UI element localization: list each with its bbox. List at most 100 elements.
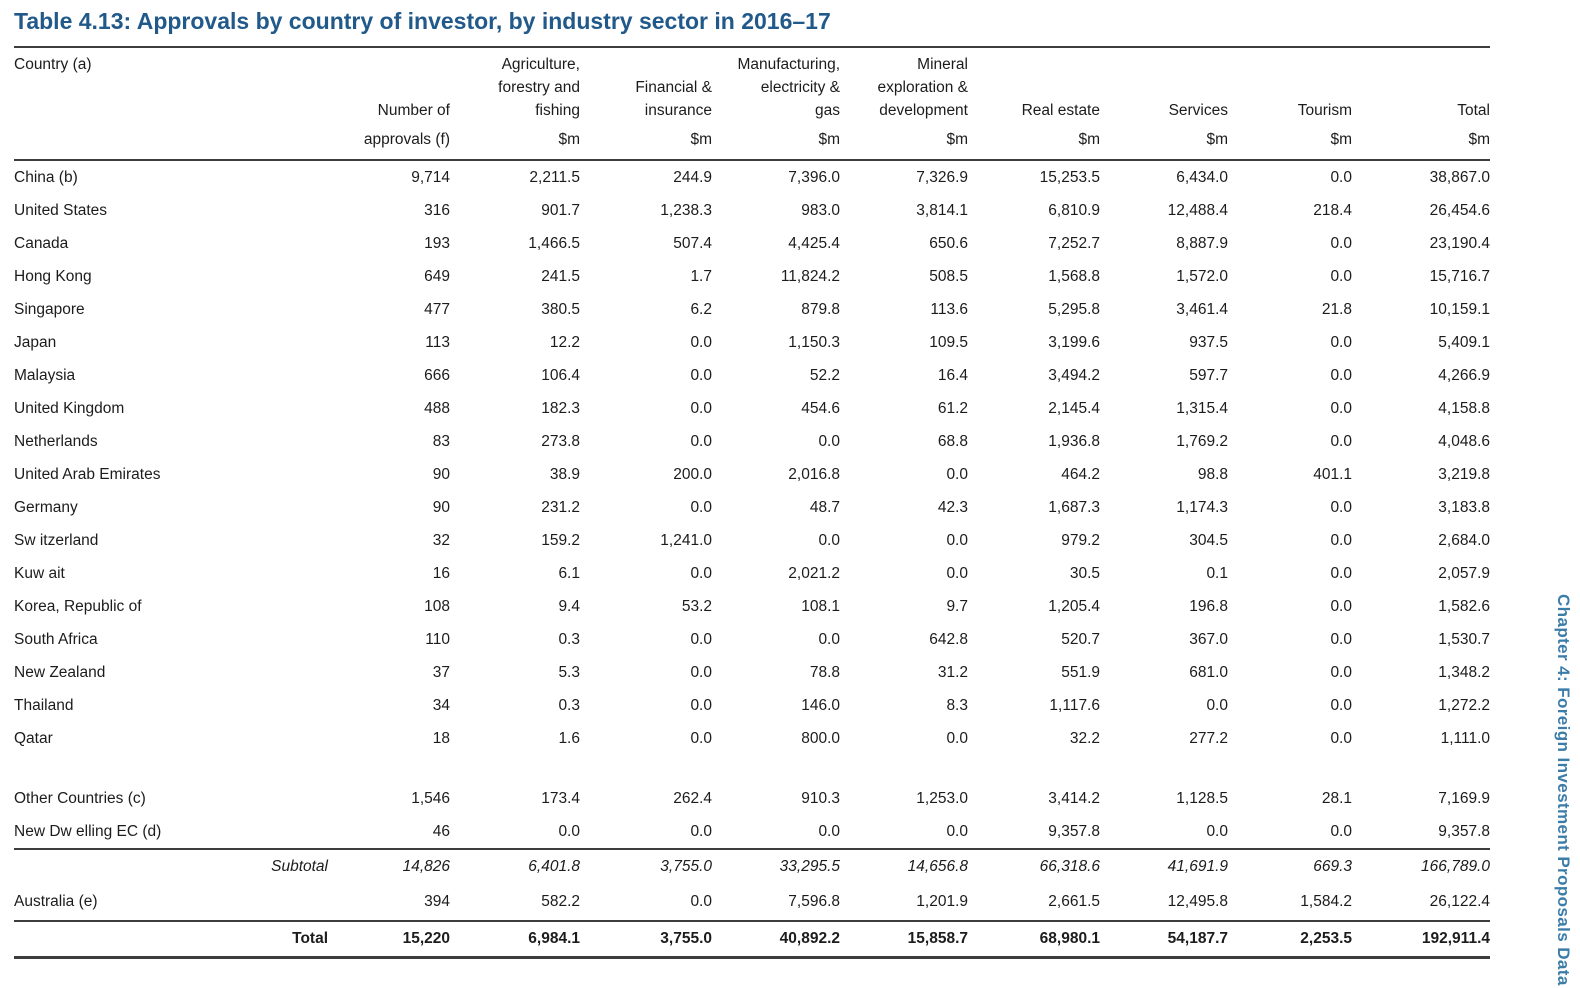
cell-value: 1,174.3 <box>1176 498 1228 516</box>
cell-value: 666 <box>424 366 450 384</box>
column-header-unit: approvals (f) <box>363 131 450 148</box>
australia-row: Australia (e) 394 582.2 0.0 7,596.8 1,201.9 2,… <box>14 884 1490 921</box>
cell-value: 0.0 <box>818 531 840 549</box>
cell-value: 0.0 <box>1330 267 1352 285</box>
column-header-unit: $m <box>1468 131 1490 148</box>
cell-country: Sw itzerland <box>14 531 99 549</box>
cell-value: 5,409.1 <box>1438 333 1490 351</box>
cell-value: 10,159.1 <box>1429 300 1490 318</box>
cell-value: 1,466.5 <box>528 234 580 252</box>
cell-value: 6,984.1 <box>528 930 580 947</box>
column-header-label: Country (a) <box>14 56 92 73</box>
cell-value: 9,357.8 <box>1048 822 1100 840</box>
table-row: Malaysia 666 106.4 0.0 52.2 16.4 3,494.2 597.7 0… <box>14 359 1490 392</box>
cell-value: 8.3 <box>946 696 968 714</box>
cell-value: 7,396.0 <box>788 168 840 186</box>
cell-value: 464.2 <box>1061 465 1100 483</box>
cell-value: 520.7 <box>1061 630 1100 648</box>
table-title: Table 4.13: Approvals by country of inve… <box>14 8 831 34</box>
cell-value: 0.0 <box>946 465 968 483</box>
cell-value: 1.6 <box>558 729 580 747</box>
cell-value: 0.0 <box>690 498 712 516</box>
cell-value: 16.4 <box>937 366 968 384</box>
cell-value: 0.0 <box>946 564 968 582</box>
cell-country: New Dw elling EC (d) <box>14 822 162 840</box>
cell-value: 650.6 <box>929 234 968 252</box>
cell-value: 6,434.0 <box>1176 168 1228 186</box>
cell-value: 6.2 <box>690 300 712 318</box>
table-row: Japan 113 12.2 0.0 1,150.3 109.5 3,199.6 937.5 0… <box>14 326 1490 359</box>
cell-value: 15,858.7 <box>907 930 968 947</box>
cell-value: 1,584.2 <box>1300 893 1352 910</box>
table-row: United Kingdom 488 182.3 0.0 454.6 61.2 2,145.… <box>14 392 1490 425</box>
cell-value: 3,461.4 <box>1176 300 1228 318</box>
cell-value: 597.7 <box>1189 366 1228 384</box>
cell-value: 31.2 <box>937 663 968 681</box>
cell-value: 173.4 <box>541 789 580 807</box>
cell-value: 38,867.0 <box>1429 168 1490 186</box>
column-header-total: Total $m <box>1352 47 1490 160</box>
cell-value: 14,656.8 <box>907 858 968 875</box>
header-row: Country (a) Number of approvals (f) Agricul… <box>14 47 1490 160</box>
cell-country: China (b) <box>14 168 78 186</box>
cell-value: 0.0 <box>690 729 712 747</box>
cell-value: 0.0 <box>690 663 712 681</box>
column-header-unit: $m <box>558 131 580 148</box>
cell-value: 53.2 <box>681 597 712 615</box>
cell-value: 1,238.3 <box>660 201 712 219</box>
cell-value: 98.8 <box>1197 465 1228 483</box>
cell-value: 0.0 <box>1330 696 1352 714</box>
table-row: Germany 90 231.2 0.0 48.7 42.3 1,687.3 1,174.3 0… <box>14 491 1490 524</box>
cell-value: 316 <box>424 201 450 219</box>
cell-value: 109.5 <box>929 333 968 351</box>
cell-value: 394 <box>424 893 450 910</box>
cell-value: 90 <box>432 465 450 483</box>
cell-value: 0.0 <box>1330 564 1352 582</box>
table-row: Korea, Republic of 108 9.4 53.2 108.1 9.7 1,20… <box>14 590 1490 623</box>
cell-value: 0.0 <box>1330 399 1352 417</box>
cell-value: 200.0 <box>673 465 712 483</box>
column-header-label: Number of <box>377 102 450 119</box>
cell-value: 380.5 <box>541 300 580 318</box>
table-row: South Africa 110 0.3 0.0 0.0 642.8 520.7 367.0 0… <box>14 623 1490 656</box>
cell-value: 32 <box>432 531 450 549</box>
cell-value: 901.7 <box>541 201 580 219</box>
cell-value: 41,691.9 <box>1167 858 1228 875</box>
cell-value: 37 <box>432 663 450 681</box>
cell-value: 1,315.4 <box>1176 399 1228 417</box>
cell-value: 1,568.8 <box>1048 267 1100 285</box>
cell-value: 0.3 <box>558 696 580 714</box>
cell-value: 642.8 <box>929 630 968 648</box>
spacer-row <box>14 755 1490 782</box>
cell-value: 244.9 <box>673 168 712 186</box>
cell-value: 1,687.3 <box>1048 498 1100 516</box>
cell-value: 2,211.5 <box>529 168 580 186</box>
cell-country: Germany <box>14 498 78 516</box>
cell-value: 46 <box>432 822 450 840</box>
cell-value: 0.0 <box>690 564 712 582</box>
cell-value: 0.0 <box>1330 432 1352 450</box>
cell-value: 879.8 <box>801 300 840 318</box>
cell-value: 0.0 <box>1206 822 1228 840</box>
cell-value: 61.2 <box>937 399 968 417</box>
cell-value <box>712 755 840 782</box>
cell-value: 182.3 <box>541 399 580 417</box>
cell-country: Other Countries (c) <box>14 789 146 807</box>
table-row: Sw itzerland 32 159.2 1,241.0 0.0 0.0 979.2 304… <box>14 524 1490 557</box>
cell-value: 0.0 <box>818 630 840 648</box>
cell-value: 14,826 <box>402 858 450 875</box>
cell-value: 1,111.0 <box>1440 729 1490 747</box>
chapter-sidebar-label: Chapter 4: Foreign Investment Proposals … <box>1554 594 1573 986</box>
cell-value: 9,357.8 <box>1438 822 1490 840</box>
cell-value: 1,128.5 <box>1176 789 1228 807</box>
cell-value: 7,169.9 <box>1438 789 1490 807</box>
cell-value: 68.8 <box>937 432 968 450</box>
cell-value: 54,187.7 <box>1167 930 1228 947</box>
cell-value: 3,219.8 <box>1438 465 1490 483</box>
column-header-label: Financial & insurance <box>635 79 712 119</box>
cell-value: 1,530.7 <box>1438 630 1490 648</box>
cell-value: 90 <box>432 498 450 516</box>
column-header-unit: $m <box>946 131 968 148</box>
column-header-label: Agriculture, forestry and fishing <box>498 56 580 119</box>
cell-value: 4,425.4 <box>788 234 840 252</box>
